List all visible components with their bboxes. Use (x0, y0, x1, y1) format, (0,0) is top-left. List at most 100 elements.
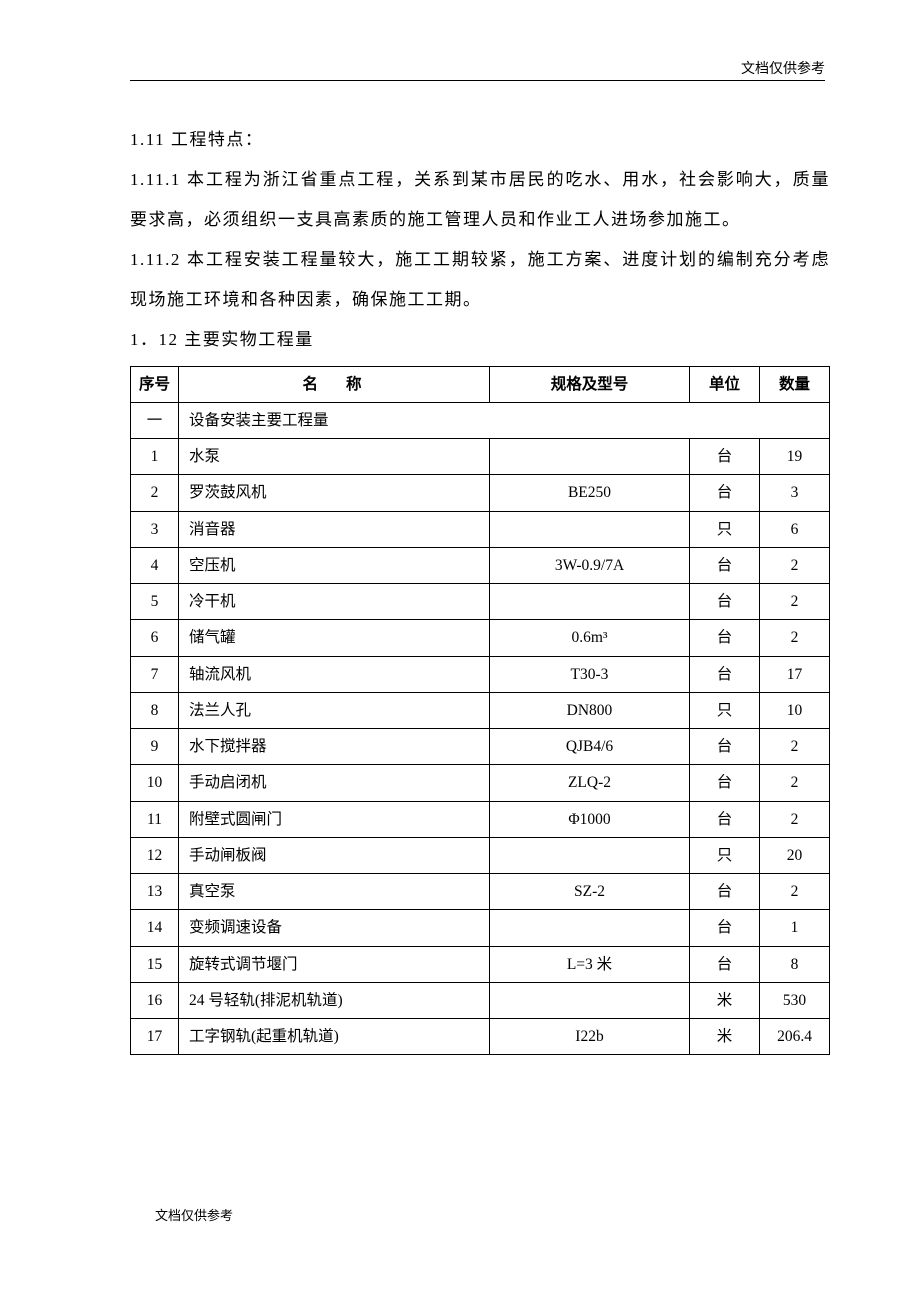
cell-name: 旋转式调节堰门 (179, 946, 490, 982)
col-header-spec: 规格及型号 (490, 366, 690, 402)
cell-index: 7 (131, 656, 179, 692)
cell-qty: 20 (760, 837, 830, 873)
table-row: 11附壁式圆闸门Φ1000台2 (131, 801, 830, 837)
cell-qty: 17 (760, 656, 830, 692)
cell-spec: T30-3 (490, 656, 690, 692)
table-row: 8法兰人孔DN800只10 (131, 692, 830, 728)
cell-spec (490, 584, 690, 620)
cell-name: 真空泵 (179, 874, 490, 910)
cell-qty: 10 (760, 692, 830, 728)
cell-spec: Φ1000 (490, 801, 690, 837)
cell-qty: 530 (760, 982, 830, 1018)
cell-index: 1 (131, 439, 179, 475)
cell-qty: 8 (760, 946, 830, 982)
cell-index: 16 (131, 982, 179, 1018)
cell-unit: 台 (690, 765, 760, 801)
table-row: 13真空泵SZ-2台2 (131, 874, 830, 910)
table-row: 1624 号轻轨(排泥机轨道)米530 (131, 982, 830, 1018)
cell-spec: DN800 (490, 692, 690, 728)
cell-name: 罗茨鼓风机 (179, 475, 490, 511)
cell-name: 24 号轻轨(排泥机轨道) (179, 982, 490, 1018)
table-row: 3消音器只6 (131, 511, 830, 547)
cell-spec: QJB4/6 (490, 729, 690, 765)
cell-spec: SZ-2 (490, 874, 690, 910)
cell-name: 水下搅拌器 (179, 729, 490, 765)
cell-unit: 台 (690, 584, 760, 620)
cell-index: 9 (131, 729, 179, 765)
cell-index: 13 (131, 874, 179, 910)
cell-spec: L=3 米 (490, 946, 690, 982)
cell-index: 17 (131, 1019, 179, 1055)
cell-qty: 19 (760, 439, 830, 475)
para-1-11-1: 1.11.1 本工程为浙江省重点工程，关系到某市居民的吃水、用水，社会影响大，质… (130, 160, 830, 240)
header-rule (130, 80, 825, 81)
cell-qty: 2 (760, 801, 830, 837)
cell-qty: 3 (760, 475, 830, 511)
cell-qty: 6 (760, 511, 830, 547)
cell-unit: 台 (690, 439, 760, 475)
cell-index: 8 (131, 692, 179, 728)
cell-spec: I22b (490, 1019, 690, 1055)
cell-unit: 台 (690, 620, 760, 656)
col-header-name: 名称 (179, 366, 490, 402)
table-row: 15旋转式调节堰门L=3 米台8 (131, 946, 830, 982)
cell-qty: 2 (760, 729, 830, 765)
table-row: 4空压机3W-0.9/7A台2 (131, 547, 830, 583)
table-row: 14变频调速设备台1 (131, 910, 830, 946)
col-header-qty: 数量 (760, 366, 830, 402)
cell-qty: 206.4 (760, 1019, 830, 1055)
quantities-table: 序号 名称 规格及型号 单位 数量 一 设备安装主要工程量 1水泵台192罗茨鼓… (130, 366, 830, 1056)
para-1-12: 1．12 主要实物工程量 (130, 320, 830, 360)
col-header-index: 序号 (131, 366, 179, 402)
col-header-unit: 单位 (690, 366, 760, 402)
cell-name: 空压机 (179, 547, 490, 583)
table-row: 2罗茨鼓风机BE250台3 (131, 475, 830, 511)
cell-unit: 台 (690, 547, 760, 583)
cell-name: 法兰人孔 (179, 692, 490, 728)
content: 1.11 工程特点： 1.11.1 本工程为浙江省重点工程，关系到某市居民的吃水… (130, 120, 830, 1055)
cell-unit: 只 (690, 692, 760, 728)
table-row: 12手动闸板阀只20 (131, 837, 830, 873)
cell-index: 2 (131, 475, 179, 511)
cell-spec (490, 910, 690, 946)
cell-unit: 台 (690, 801, 760, 837)
cell-spec: 3W-0.9/7A (490, 547, 690, 583)
cell-unit: 只 (690, 511, 760, 547)
cell-name: 变频调速设备 (179, 910, 490, 946)
cell-name: 冷干机 (179, 584, 490, 620)
cell-name: 工字钢轨(起重机轨道) (179, 1019, 490, 1055)
cell-name: 储气罐 (179, 620, 490, 656)
cell-index: 4 (131, 547, 179, 583)
table-row: 5冷干机台2 (131, 584, 830, 620)
cell-index: 12 (131, 837, 179, 873)
cell-index: 3 (131, 511, 179, 547)
section-label: 设备安装主要工程量 (179, 402, 830, 438)
cell-qty: 2 (760, 620, 830, 656)
cell-name: 附壁式圆闸门 (179, 801, 490, 837)
cell-unit: 台 (690, 729, 760, 765)
cell-name: 水泵 (179, 439, 490, 475)
table-row: 6储气罐0.6m³台2 (131, 620, 830, 656)
cell-spec (490, 511, 690, 547)
table-row: 10手动启闭机ZLQ-2台2 (131, 765, 830, 801)
cell-qty: 1 (760, 910, 830, 946)
cell-index: 5 (131, 584, 179, 620)
page-body: 1.11 工程特点： 1.11.1 本工程为浙江省重点工程，关系到某市居民的吃水… (0, 0, 920, 1115)
cell-unit: 台 (690, 946, 760, 982)
table-row: 9水下搅拌器QJB4/6台2 (131, 729, 830, 765)
cell-qty: 2 (760, 765, 830, 801)
table-row: 7轴流风机T30-3台17 (131, 656, 830, 692)
cell-spec (490, 439, 690, 475)
table-header-row: 序号 名称 规格及型号 单位 数量 (131, 366, 830, 402)
cell-qty: 2 (760, 874, 830, 910)
table-row: 17工字钢轨(起重机轨道)I22b米206.4 (131, 1019, 830, 1055)
footer-note: 文档仅供参考 (155, 1205, 233, 1224)
table-row: 1水泵 台19 (131, 439, 830, 475)
cell-index: 15 (131, 946, 179, 982)
cell-qty: 2 (760, 547, 830, 583)
header-note: 文档仅供参考 (741, 58, 825, 78)
cell-unit: 台 (690, 910, 760, 946)
cell-unit: 台 (690, 874, 760, 910)
cell-unit: 只 (690, 837, 760, 873)
cell-index: 11 (131, 801, 179, 837)
